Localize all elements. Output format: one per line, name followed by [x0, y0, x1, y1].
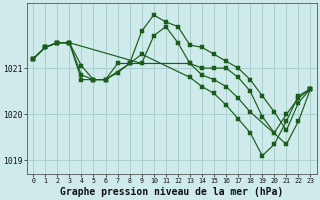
X-axis label: Graphe pression niveau de la mer (hPa): Graphe pression niveau de la mer (hPa) [60, 186, 284, 197]
